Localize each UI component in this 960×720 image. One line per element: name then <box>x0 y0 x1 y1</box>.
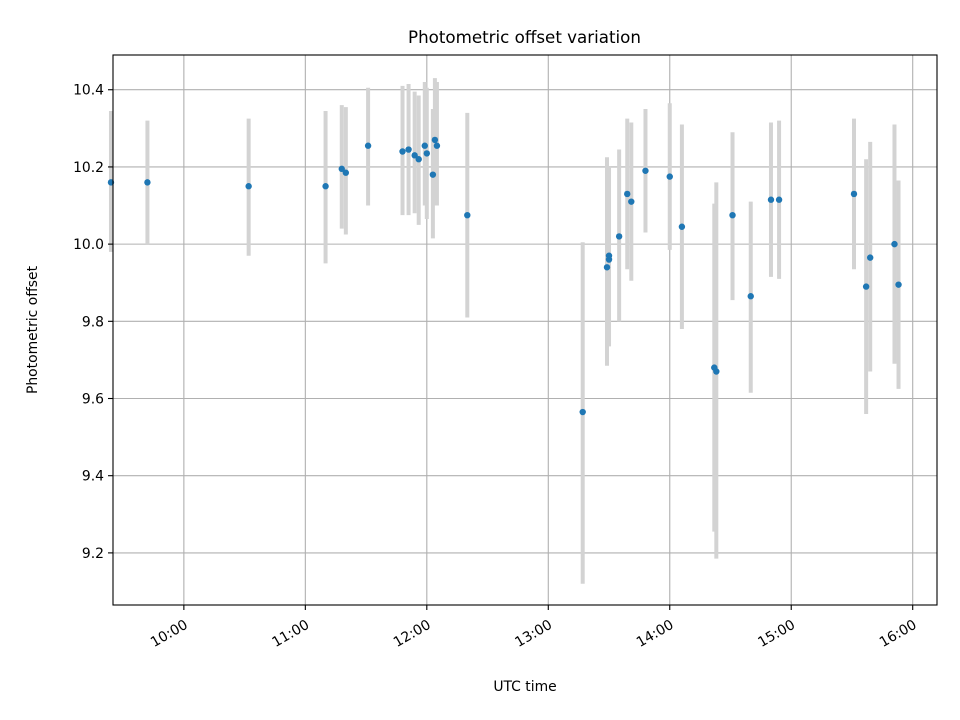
data-point <box>747 293 754 300</box>
data-point <box>144 179 151 186</box>
data-point <box>464 211 471 219</box>
data-point <box>338 165 345 173</box>
data-point <box>364 142 372 149</box>
data-point <box>399 148 406 155</box>
data-point <box>678 223 686 230</box>
data-point <box>862 283 870 290</box>
data-point <box>767 196 775 203</box>
data-point <box>642 167 649 174</box>
data-point <box>628 198 635 205</box>
data-point <box>421 142 428 149</box>
data-point <box>245 183 252 190</box>
y-tick-label: 10.0 <box>73 237 104 253</box>
y-tick-label: 9.6 <box>82 392 104 408</box>
data-points <box>107 136 902 416</box>
y-tick-label: 9.2 <box>82 546 104 562</box>
y-tick-label: 9.8 <box>82 314 104 330</box>
data-point <box>342 169 350 176</box>
data-point <box>431 136 439 144</box>
data-point <box>615 233 623 240</box>
data-point <box>322 183 329 190</box>
data-point <box>891 240 898 248</box>
data-point <box>895 281 902 288</box>
chart-title: Photometric offset variation <box>408 27 641 47</box>
data-point <box>713 368 720 375</box>
y-tick-label: 10.4 <box>73 83 104 99</box>
data-point <box>429 171 437 178</box>
y-axis-label: Photometric offset <box>25 265 41 394</box>
data-point <box>415 156 422 163</box>
data-point <box>411 152 418 159</box>
data-point <box>624 190 631 198</box>
data-point <box>866 254 874 261</box>
data-point <box>850 190 858 198</box>
plot-frame <box>112 54 938 606</box>
data-point <box>579 408 586 416</box>
data-point <box>433 142 441 149</box>
y-tick-label: 10.2 <box>73 160 104 176</box>
data-point <box>603 264 611 271</box>
data-point <box>423 150 431 157</box>
data-point <box>729 211 736 219</box>
data-point <box>775 196 783 203</box>
y-tick-label: 9.4 <box>82 469 104 485</box>
data-point <box>405 146 412 153</box>
x-axis-label: UTC time <box>493 679 556 695</box>
data-point <box>605 252 613 259</box>
data-point <box>666 173 673 180</box>
